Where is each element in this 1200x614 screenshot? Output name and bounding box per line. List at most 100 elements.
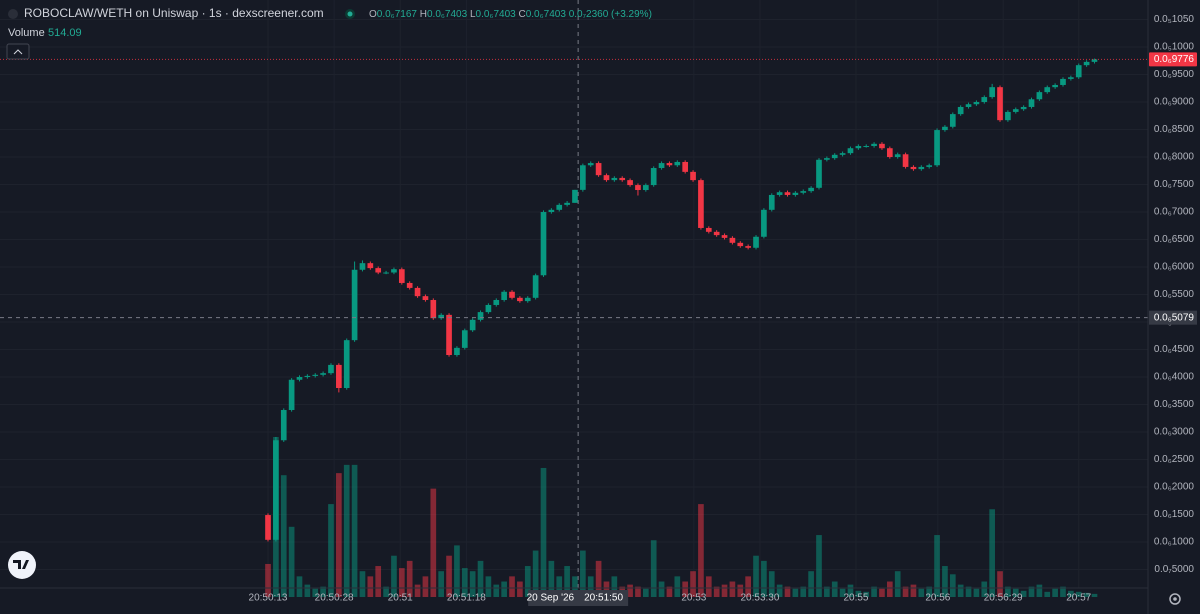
legend-o-label: O [369,9,377,20]
volume-bar [894,571,901,597]
volume-bar [942,566,948,597]
candle-body [383,272,389,274]
volume-bar [414,584,421,597]
volume-bar [595,560,602,597]
candle-body [296,377,303,380]
status-dot [347,11,353,17]
candle-body [1068,77,1074,79]
candle-body [509,291,515,298]
y-tick-label: 0.0₇5000 [1154,564,1194,575]
volume-bar [398,568,405,597]
settings-gear-center[interactable] [1173,597,1177,601]
y-tick-label: 0.0₆3500 [1154,399,1195,410]
candle-body [359,263,366,270]
candle-body [816,159,822,188]
x-tick-label: 20:50:28 [315,593,354,604]
candle-body [595,163,602,176]
volume-bar [265,563,271,597]
volume-bar [737,584,744,597]
candle-body [635,185,641,191]
volume-bar [768,571,775,597]
candle-body [343,340,350,389]
candle-body [894,154,901,158]
candle-body [603,175,610,181]
collapse-button[interactable] [6,43,30,60]
volume-bar [454,545,460,597]
candle-body [808,187,814,192]
settings-gear[interactable] [1169,593,1181,605]
candle-body [564,202,570,205]
volume-bar [517,581,523,597]
volume-bar [446,555,452,597]
settings-button[interactable] [1169,593,1181,605]
volume-bar [312,588,319,597]
tv-logo-circle[interactable] [8,551,36,579]
candle-body [721,235,728,238]
volume-bar [469,571,476,597]
volume-bar [682,581,689,597]
candle-body [918,166,925,170]
y-tick-label: 0.0₆7000 [1154,207,1195,218]
candle-body [288,379,295,411]
candle-body [957,106,964,115]
x-tick-label: 20:51:18 [447,593,486,604]
candle-body [650,168,657,186]
candle-body [934,130,940,166]
volume-bar [493,584,500,597]
candle-body [280,410,287,441]
volume-label: Volume [8,27,45,39]
x-tick-label: 20:55 [843,593,868,604]
volume-bar [729,581,736,597]
volume-bar [902,586,909,597]
token-icon [8,9,18,19]
volume-bar [509,576,515,597]
candle-body [1075,65,1082,78]
tv-logo[interactable] [8,551,36,579]
volume-bar [658,581,665,597]
candle-body [485,304,492,313]
volume-bar [910,584,917,597]
y-tick-label: 0.0₆5500 [1154,289,1195,300]
volume-bar [776,584,783,597]
volume-bar [280,475,287,597]
volume-bar [540,467,547,597]
volume-bar [524,566,531,597]
x-tick-label: 20:56:29 [984,593,1023,604]
candle-body [532,275,539,298]
candle-body [1083,61,1090,66]
crosshair-y-box [1149,310,1197,325]
candle-body [855,146,862,149]
legend-o: 0.0₆7167 [377,9,418,20]
volume-bar [359,571,366,597]
y-tick-label: 0.0₆2500 [1154,454,1195,465]
y-tick-label: 0.0₆6500 [1154,234,1195,245]
candle-body [942,126,948,131]
candle-body [469,319,476,331]
collapse-button-box[interactable] [6,43,30,60]
collapse-icon[interactable] [13,49,23,55]
volume-bar [304,584,311,597]
volume-bar [422,576,429,597]
candle-body [997,87,1003,121]
legend-c: 0.0₆7403 [526,9,567,20]
x-tick-label: 20:51 [388,593,413,604]
candle-body [580,165,586,190]
volume-bar [611,576,618,597]
volume-bar [351,464,358,597]
candle-body [477,312,484,320]
candle-body [493,300,500,305]
volume-bar [501,581,507,597]
volume-bar [1068,590,1074,597]
candle-body [1020,106,1027,110]
y-tick-label: 0.0₆3000 [1154,427,1195,438]
candle-body [690,171,696,181]
volume-bar [871,586,877,597]
candle-body [304,375,311,378]
y-tick-label: 0.0₆6000 [1154,262,1195,273]
tv-logo-mark[interactable] [13,560,29,569]
y-tick-label: 0.0₆7500 [1154,179,1195,190]
candle-body [422,296,429,301]
candle-body [619,177,626,181]
